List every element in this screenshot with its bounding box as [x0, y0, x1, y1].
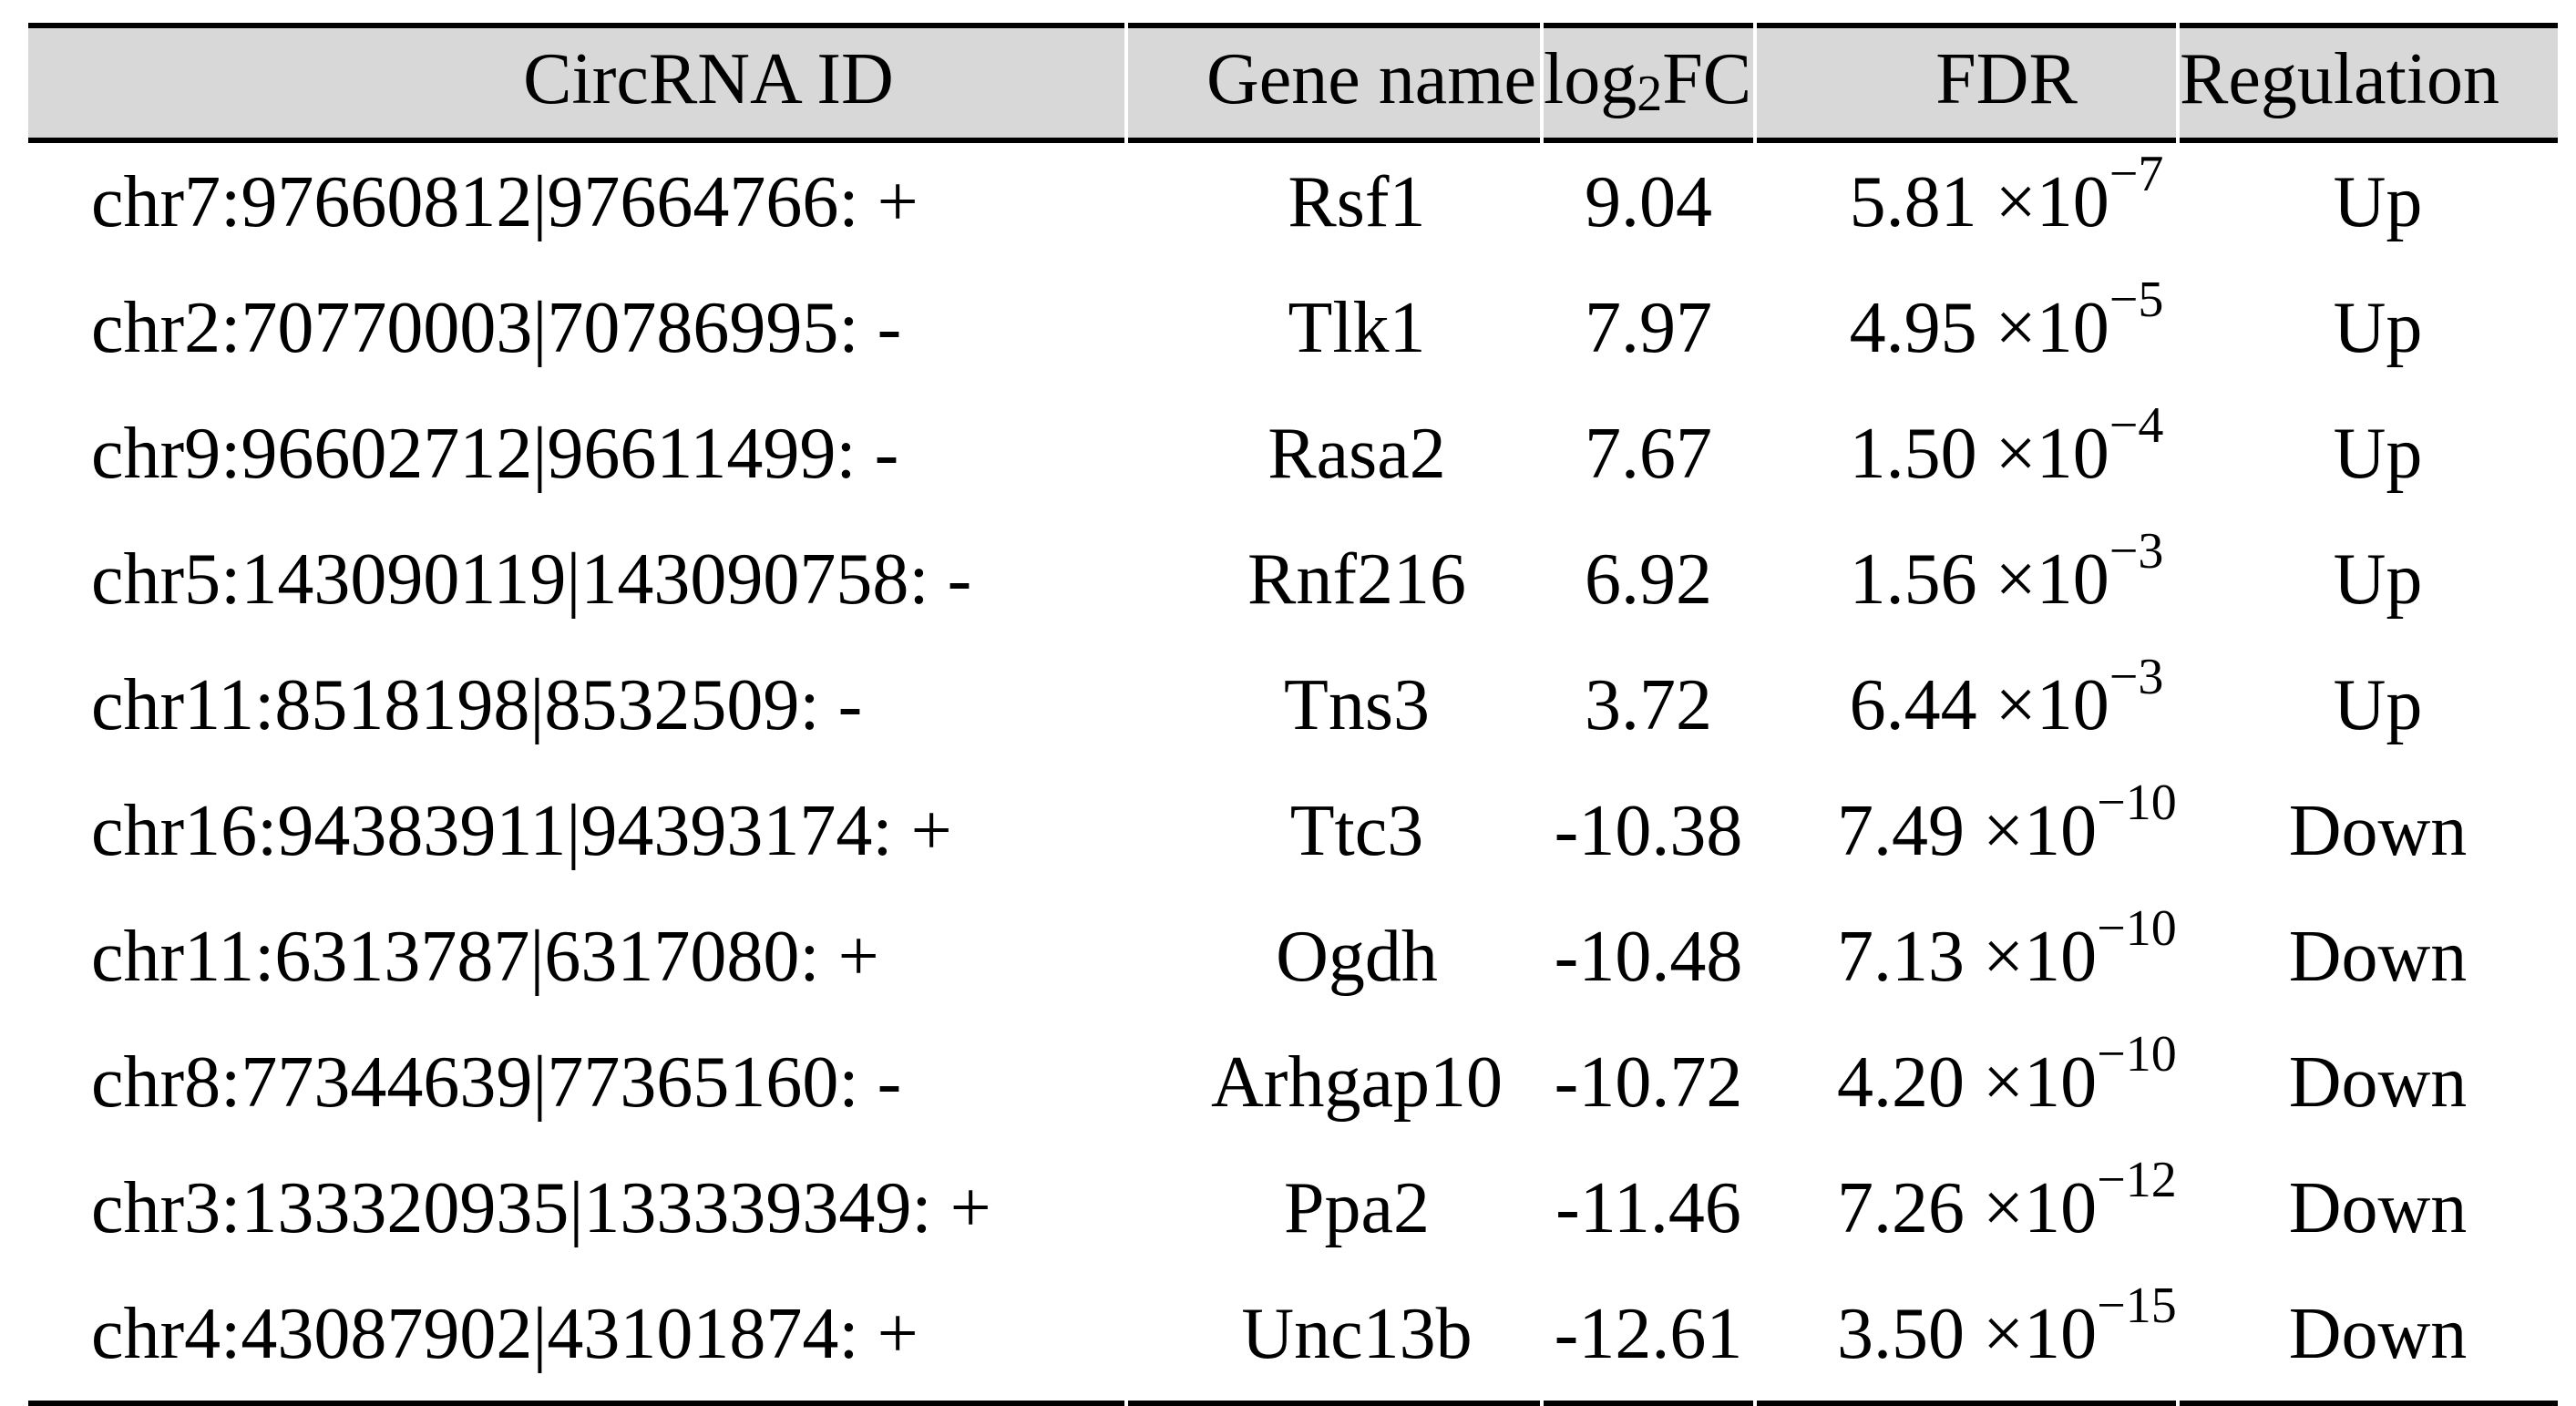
col-header-fdr: FDR: [1757, 23, 2176, 143]
fdr-cell: 1.56 ×10−3: [1757, 520, 2176, 646]
gene-name-cell: Ogdh: [1276, 917, 1438, 997]
log2fc-cell: 7.67: [1585, 414, 1712, 494]
fdr-exponent: −3: [2109, 648, 2164, 705]
fdr-cell: 1.50 ×10−4: [1757, 395, 2176, 520]
circrna-id-cell: chr7:97660812|97664766: +: [91, 162, 919, 242]
regulation-cell: Down: [2288, 1168, 2468, 1248]
fdr-exponent: −15: [2097, 1277, 2177, 1334]
fdr-exponent: −4: [2109, 396, 2164, 454]
gene-name-cell: Unc13b: [1128, 1275, 1540, 1406]
fdr-cell: 7.49 ×10−10: [1757, 772, 2177, 898]
regulation-cell: Up: [2333, 288, 2423, 368]
circrna-id-cell: chr8:77344639|77365160: -: [91, 1042, 902, 1123]
fdr-base: 4.20 ×10: [1837, 1042, 2098, 1123]
col-header-gene-name: Gene name: [1128, 23, 1540, 143]
circrna-id-cell: chr11:8518198|8532509: -: [91, 665, 863, 745]
log2fc-cell: 9.04: [1585, 162, 1712, 242]
fdr-base: 6.44 ×10: [1849, 665, 2109, 745]
fdr-cell: 6.44 ×10−3: [1757, 646, 2176, 772]
circrna-id-cell: chr5:143090119|143090758: -: [91, 539, 972, 620]
fdr-base: 7.26 ×10: [1837, 1168, 2098, 1248]
regulation-cell: Down: [2180, 1275, 2558, 1406]
regulation-cell: Up: [2333, 665, 2423, 745]
regulation-cell: Down: [2288, 917, 2468, 997]
table-row: chr2:70770003|70786995: - Tlk1 7.97 4.95…: [28, 269, 2558, 395]
log2fc-cell: -10.38: [1554, 791, 1743, 871]
circrna-table: CircRNA ID Gene name log2FC FDR Regulati…: [25, 23, 2561, 1406]
gene-name-cell: Rsf1: [1288, 162, 1426, 242]
fdr-cell: 3.50 ×10−15: [1757, 1275, 2177, 1406]
table-row: chr4:43087902|43101874: + Unc13b -12.61 …: [28, 1275, 2558, 1406]
fdr-base: 4.95 ×10: [1849, 288, 2109, 368]
fdr-exponent: −7: [2109, 145, 2164, 202]
table-row: chr5:143090119|143090758: - Rnf216 6.92 …: [28, 520, 2558, 646]
log2fc-cell: -10.48: [1554, 917, 1743, 997]
table-row: chr11:8518198|8532509: - Tns3 3.72 6.44 …: [28, 646, 2558, 772]
fdr-exponent: −10: [2097, 1025, 2177, 1083]
fdr-exponent: −10: [2097, 899, 2177, 957]
col-header-log2fc: log2FC: [1544, 23, 1753, 143]
log2fc-cell: 7.97: [1585, 288, 1712, 368]
fdr-cell: 4.95 ×10−5: [1757, 269, 2176, 395]
document-page: CircRNA ID Gene name log2FC FDR Regulati…: [28, 23, 2558, 1406]
gene-name-cell: Tlk1: [1288, 288, 1426, 368]
fdr-exponent: −5: [2109, 271, 2164, 328]
header-row: CircRNA ID Gene name log2FC FDR Regulati…: [28, 23, 2558, 143]
log2fc-suffix: FC: [1662, 39, 1752, 119]
gene-name-cell: Tns3: [1284, 665, 1430, 745]
col-header-regulation: Regulation: [2180, 23, 2558, 143]
fdr-base: 7.49 ×10: [1837, 791, 2098, 871]
gene-name-cell: Rasa2: [1267, 414, 1446, 494]
fdr-cell: 7.13 ×10−10: [1757, 898, 2177, 1023]
regulation-cell: Up: [2333, 539, 2423, 620]
gene-name-cell: Ttc3: [1289, 791, 1424, 871]
table-row: chr11:6313787|6317080: + Ogdh -10.48 7.1…: [28, 898, 2558, 1023]
circrna-id-cell: chr3:133320935|133339349: +: [91, 1168, 991, 1248]
circrna-id-cell: chr16:94383911|94393174: +: [91, 791, 952, 871]
log2fc-cell: -12.61: [1544, 1275, 1753, 1406]
table-row: chr7:97660812|97664766: + Rsf1 9.04 5.81…: [28, 143, 2558, 269]
fdr-base: 3.50 ×10: [1837, 1294, 2098, 1374]
fdr-base: 7.13 ×10: [1837, 917, 2098, 997]
circrna-id-cell: chr9:96602712|96611499: -: [91, 414, 899, 494]
gene-name-cell: Rnf216: [1247, 539, 1466, 620]
log2fc-cell: 3.72: [1585, 665, 1712, 745]
fdr-base: 1.56 ×10: [1849, 539, 2109, 620]
circrna-id-cell: chr11:6313787|6317080: +: [91, 917, 879, 997]
fdr-cell: 5.81 ×10−7: [1757, 143, 2176, 269]
fdr-exponent: −10: [2097, 774, 2177, 831]
col-header-circrna-id: CircRNA ID: [28, 23, 1124, 143]
regulation-cell: Up: [2333, 162, 2423, 242]
regulation-cell: Down: [2288, 1042, 2468, 1123]
fdr-base: 1.50 ×10: [1849, 414, 2109, 494]
circrna-id-cell: chr2:70770003|70786995: -: [91, 288, 902, 368]
gene-name-cell: Ppa2: [1284, 1168, 1430, 1248]
table-row: chr3:133320935|133339349: + Ppa2 -11.46 …: [28, 1149, 2558, 1275]
fdr-exponent: −3: [2109, 522, 2164, 580]
table-row: chr16:94383911|94393174: + Ttc3 -10.38 7…: [28, 772, 2558, 898]
log2fc-cell: -10.72: [1554, 1042, 1743, 1123]
log2fc-cell: -11.46: [1555, 1168, 1741, 1248]
fdr-exponent: −12: [2097, 1151, 2177, 1208]
log2fc-subscript: 2: [1637, 66, 1663, 123]
gene-name-cell: Arhgap10: [1211, 1042, 1503, 1123]
log2fc-cell: 6.92: [1585, 539, 1712, 620]
regulation-cell: Down: [2288, 791, 2468, 871]
circrna-id-cell: chr4:43087902|43101874: +: [28, 1275, 1124, 1406]
log2fc-prefix: log: [1544, 39, 1637, 119]
table-row: chr9:96602712|96611499: - Rasa2 7.67 1.5…: [28, 395, 2558, 520]
fdr-base: 5.81 ×10: [1849, 162, 2109, 242]
table-row: chr8:77344639|77365160: - Arhgap10 -10.7…: [28, 1023, 2558, 1149]
fdr-cell: 4.20 ×10−10: [1757, 1023, 2177, 1149]
regulation-cell: Up: [2333, 414, 2423, 494]
fdr-cell: 7.26 ×10−12: [1757, 1149, 2177, 1275]
